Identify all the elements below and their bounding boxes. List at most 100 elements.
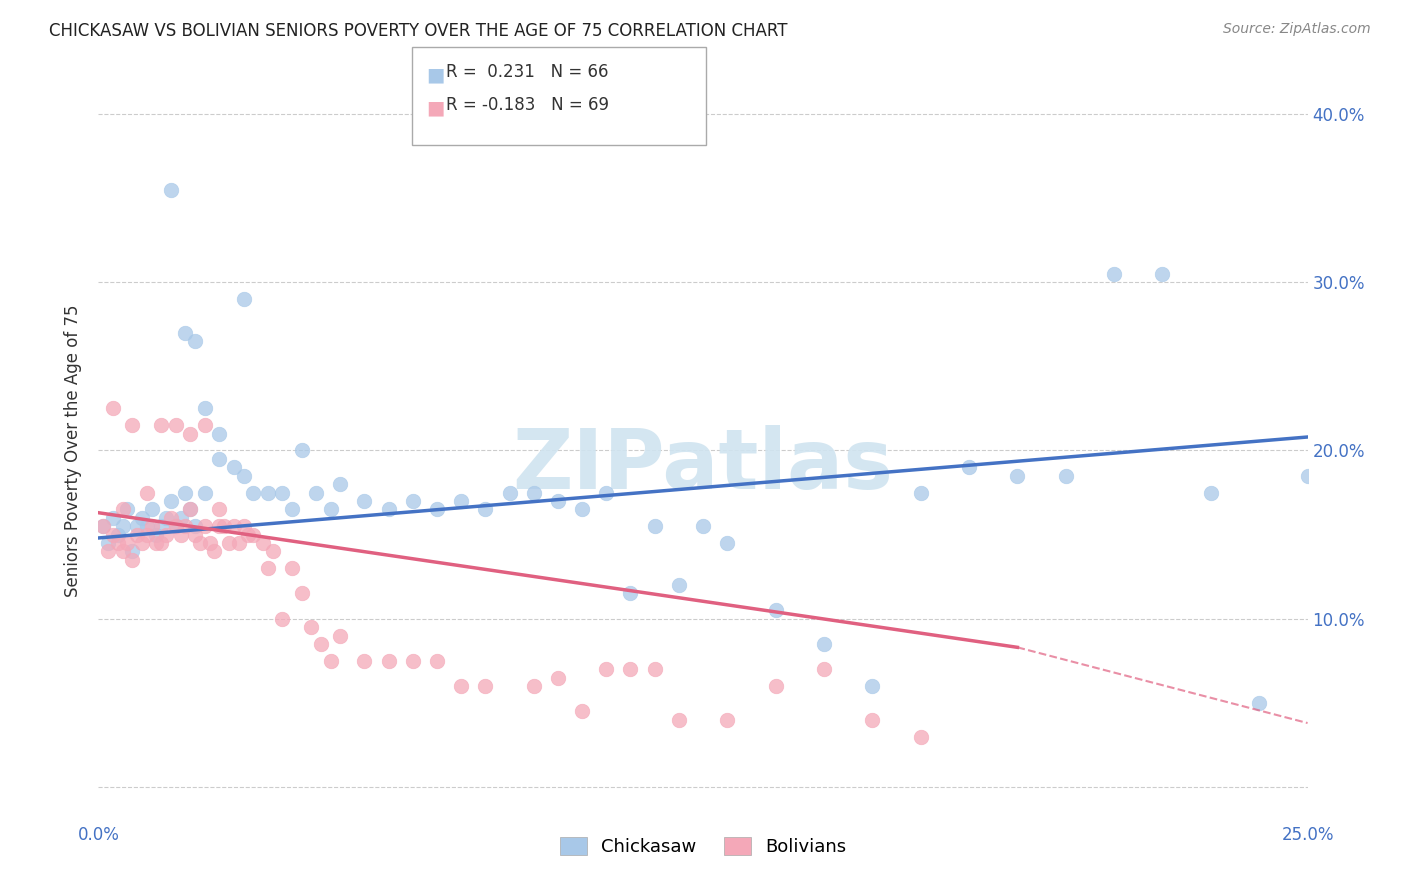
Point: [271, 612, 294, 626]
Point: [716, 713, 738, 727]
Point: [1054, 468, 1077, 483]
Point: [644, 662, 666, 676]
Point: [271, 485, 294, 500]
Point: [131, 510, 153, 524]
Point: [262, 544, 284, 558]
Point: [174, 485, 197, 500]
Point: [97, 536, 120, 550]
Point: [426, 654, 449, 668]
Point: [910, 730, 932, 744]
Point: [319, 502, 342, 516]
Point: [252, 536, 274, 550]
Point: [174, 326, 197, 340]
Point: [194, 519, 217, 533]
Point: [329, 477, 352, 491]
Y-axis label: Seniors Poverty Over the Age of 75: Seniors Poverty Over the Age of 75: [65, 304, 83, 597]
Point: [121, 553, 143, 567]
Point: [145, 527, 167, 541]
Point: [957, 460, 980, 475]
Point: [619, 586, 641, 600]
Point: [571, 502, 593, 516]
Point: [1152, 267, 1174, 281]
Point: [101, 401, 124, 416]
Point: [150, 418, 173, 433]
Point: [547, 494, 569, 508]
Point: [101, 527, 124, 541]
Point: [111, 519, 134, 533]
Point: [135, 485, 157, 500]
Point: [1102, 267, 1125, 281]
Point: [208, 426, 231, 441]
Point: [184, 334, 207, 348]
Point: [619, 662, 641, 676]
Point: [813, 662, 835, 676]
Point: [198, 536, 221, 550]
Point: [174, 519, 197, 533]
Point: [127, 519, 149, 533]
Point: [299, 620, 322, 634]
Point: [474, 502, 496, 516]
Point: [716, 536, 738, 550]
Point: [238, 527, 260, 541]
Point: [131, 536, 153, 550]
Point: [232, 292, 254, 306]
Point: [91, 519, 114, 533]
Point: [184, 527, 207, 541]
Point: [222, 519, 245, 533]
Point: [117, 502, 139, 516]
Point: [121, 418, 143, 433]
Point: [165, 418, 187, 433]
Point: [208, 519, 231, 533]
Point: [377, 502, 399, 516]
Text: ■: ■: [426, 98, 444, 117]
Point: [121, 544, 143, 558]
Point: [256, 485, 278, 500]
Point: [692, 519, 714, 533]
Point: [402, 654, 425, 668]
Point: [1007, 468, 1029, 483]
Point: [668, 713, 690, 727]
Point: [160, 183, 183, 197]
Point: [290, 443, 312, 458]
Point: [1199, 485, 1222, 500]
Point: [117, 536, 139, 550]
Point: [107, 536, 129, 550]
Point: [644, 519, 666, 533]
Point: [242, 485, 264, 500]
Point: [232, 468, 254, 483]
Point: [135, 519, 157, 533]
Point: [165, 519, 187, 533]
Point: [141, 502, 163, 516]
Point: [402, 494, 425, 508]
Text: R = -0.183   N = 69: R = -0.183 N = 69: [446, 96, 609, 114]
Point: [208, 502, 231, 516]
Text: ZIPatlas: ZIPatlas: [513, 425, 893, 506]
Point: [101, 510, 124, 524]
Point: [141, 519, 163, 533]
Point: [184, 519, 207, 533]
Point: [1296, 468, 1319, 483]
Point: [256, 561, 278, 575]
Point: [813, 637, 835, 651]
Point: [194, 485, 217, 500]
Point: [523, 485, 546, 500]
Point: [309, 637, 332, 651]
Point: [179, 502, 201, 516]
Point: [194, 401, 217, 416]
Point: [523, 679, 546, 693]
Point: [281, 561, 304, 575]
Legend: Chickasaw, Bolivians: Chickasaw, Bolivians: [553, 830, 853, 863]
Point: [208, 451, 231, 466]
Point: [145, 536, 167, 550]
Point: [91, 519, 114, 533]
Point: [305, 485, 328, 500]
Text: ■: ■: [426, 65, 444, 84]
Point: [155, 527, 177, 541]
Point: [218, 536, 240, 550]
Point: [571, 704, 593, 718]
Point: [111, 502, 134, 516]
Point: [179, 426, 201, 441]
Text: CHICKASAW VS BOLIVIAN SENIORS POVERTY OVER THE AGE OF 75 CORRELATION CHART: CHICKASAW VS BOLIVIAN SENIORS POVERTY OV…: [49, 22, 787, 40]
Point: [329, 628, 352, 642]
Point: [353, 654, 375, 668]
